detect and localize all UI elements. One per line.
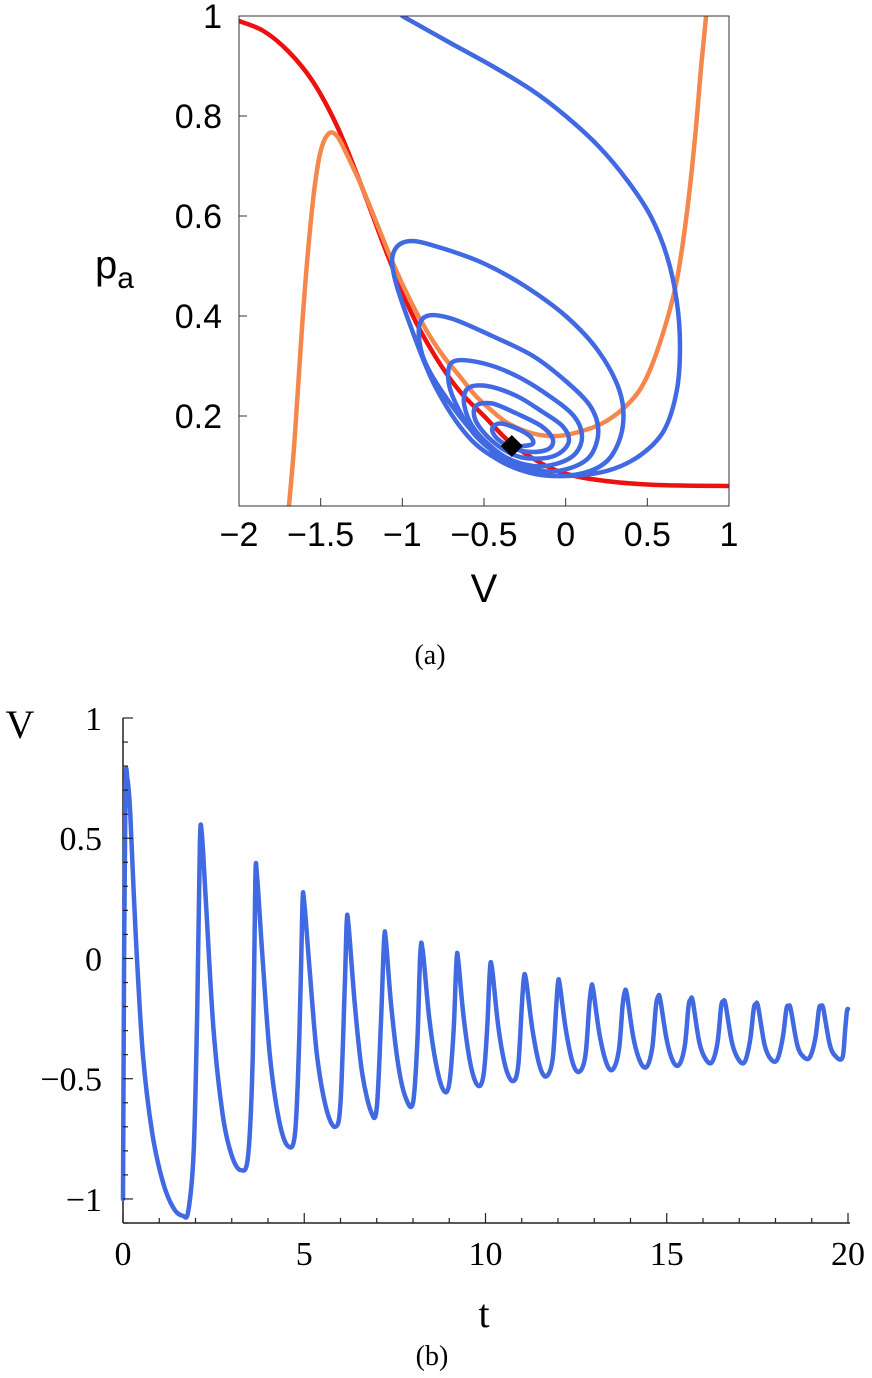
orange-nullcline-curve [286, 16, 709, 506]
y-tick-label: 0.8 [175, 98, 222, 136]
phase-plane-curves [239, 16, 729, 506]
y-tick-label: 1 [203, 0, 222, 36]
x-tick-label: −1.5 [287, 516, 354, 554]
trajectory-curve [389, 16, 683, 479]
y-tick-label: 0.2 [175, 398, 222, 436]
y-tick-label: 1 [85, 701, 102, 738]
y-tick-label: 0.4 [175, 298, 222, 336]
y-tick-label: 0 [85, 941, 102, 978]
phase-plane-x-axis-label: V [471, 567, 498, 611]
time-series-panel: 0 5 10 15 20 −1 −0.5 0 0.5 1 t V (b) [6, 701, 865, 1372]
red-nullcline-curve [239, 18, 729, 489]
x-tick-label: 20 [831, 1236, 865, 1273]
voltage-trace-curve [120, 766, 851, 1220]
fixed-point-diamond [500, 435, 523, 457]
x-tick-label: −2 [220, 516, 259, 554]
y-tick-label: 0.6 [175, 198, 222, 236]
x-tick-label: −0.5 [450, 516, 517, 554]
x-tick-label: 0 [115, 1236, 132, 1273]
y-tick-label: −0.5 [40, 1062, 102, 1099]
y-tick-label: 0.5 [60, 821, 103, 858]
time-series-x-ticks: 0 5 10 15 20 [115, 1213, 865, 1273]
phase-plane-panel: −2 −1.5 −1 −0.5 0 0.5 1 0.2 0.4 0.6 0.8 1 V pa (a) [95, 0, 738, 671]
x-tick-label: 15 [650, 1236, 684, 1273]
panel-a-label: (a) [414, 640, 445, 671]
phase-plane-x-ticks: −2 −1.5 −1 −0.5 0 0.5 1 [220, 498, 739, 554]
fixed-point-marker [500, 435, 523, 457]
phase-plane-y-ticks: 0.2 0.4 0.6 0.8 1 [175, 0, 247, 436]
x-tick-label: 5 [296, 1236, 313, 1273]
y-tick-label: −1 [66, 1182, 102, 1219]
time-series-y-axis-label: V [6, 702, 35, 747]
x-tick-label: −1 [383, 516, 422, 554]
x-tick-label: 1 [720, 516, 739, 554]
time-series-y-ticks: −1 −0.5 0 0.5 1 [40, 701, 133, 1224]
panel-b-label: (b) [416, 1341, 449, 1372]
x-tick-label: 0.5 [624, 516, 671, 554]
x-tick-label: 10 [469, 1236, 503, 1273]
x-tick-label: 0 [556, 516, 575, 554]
phase-plane-y-axis-label: pa [95, 243, 134, 295]
time-series-x-axis-label: t [478, 1291, 489, 1336]
time-series-curve [120, 766, 851, 1220]
